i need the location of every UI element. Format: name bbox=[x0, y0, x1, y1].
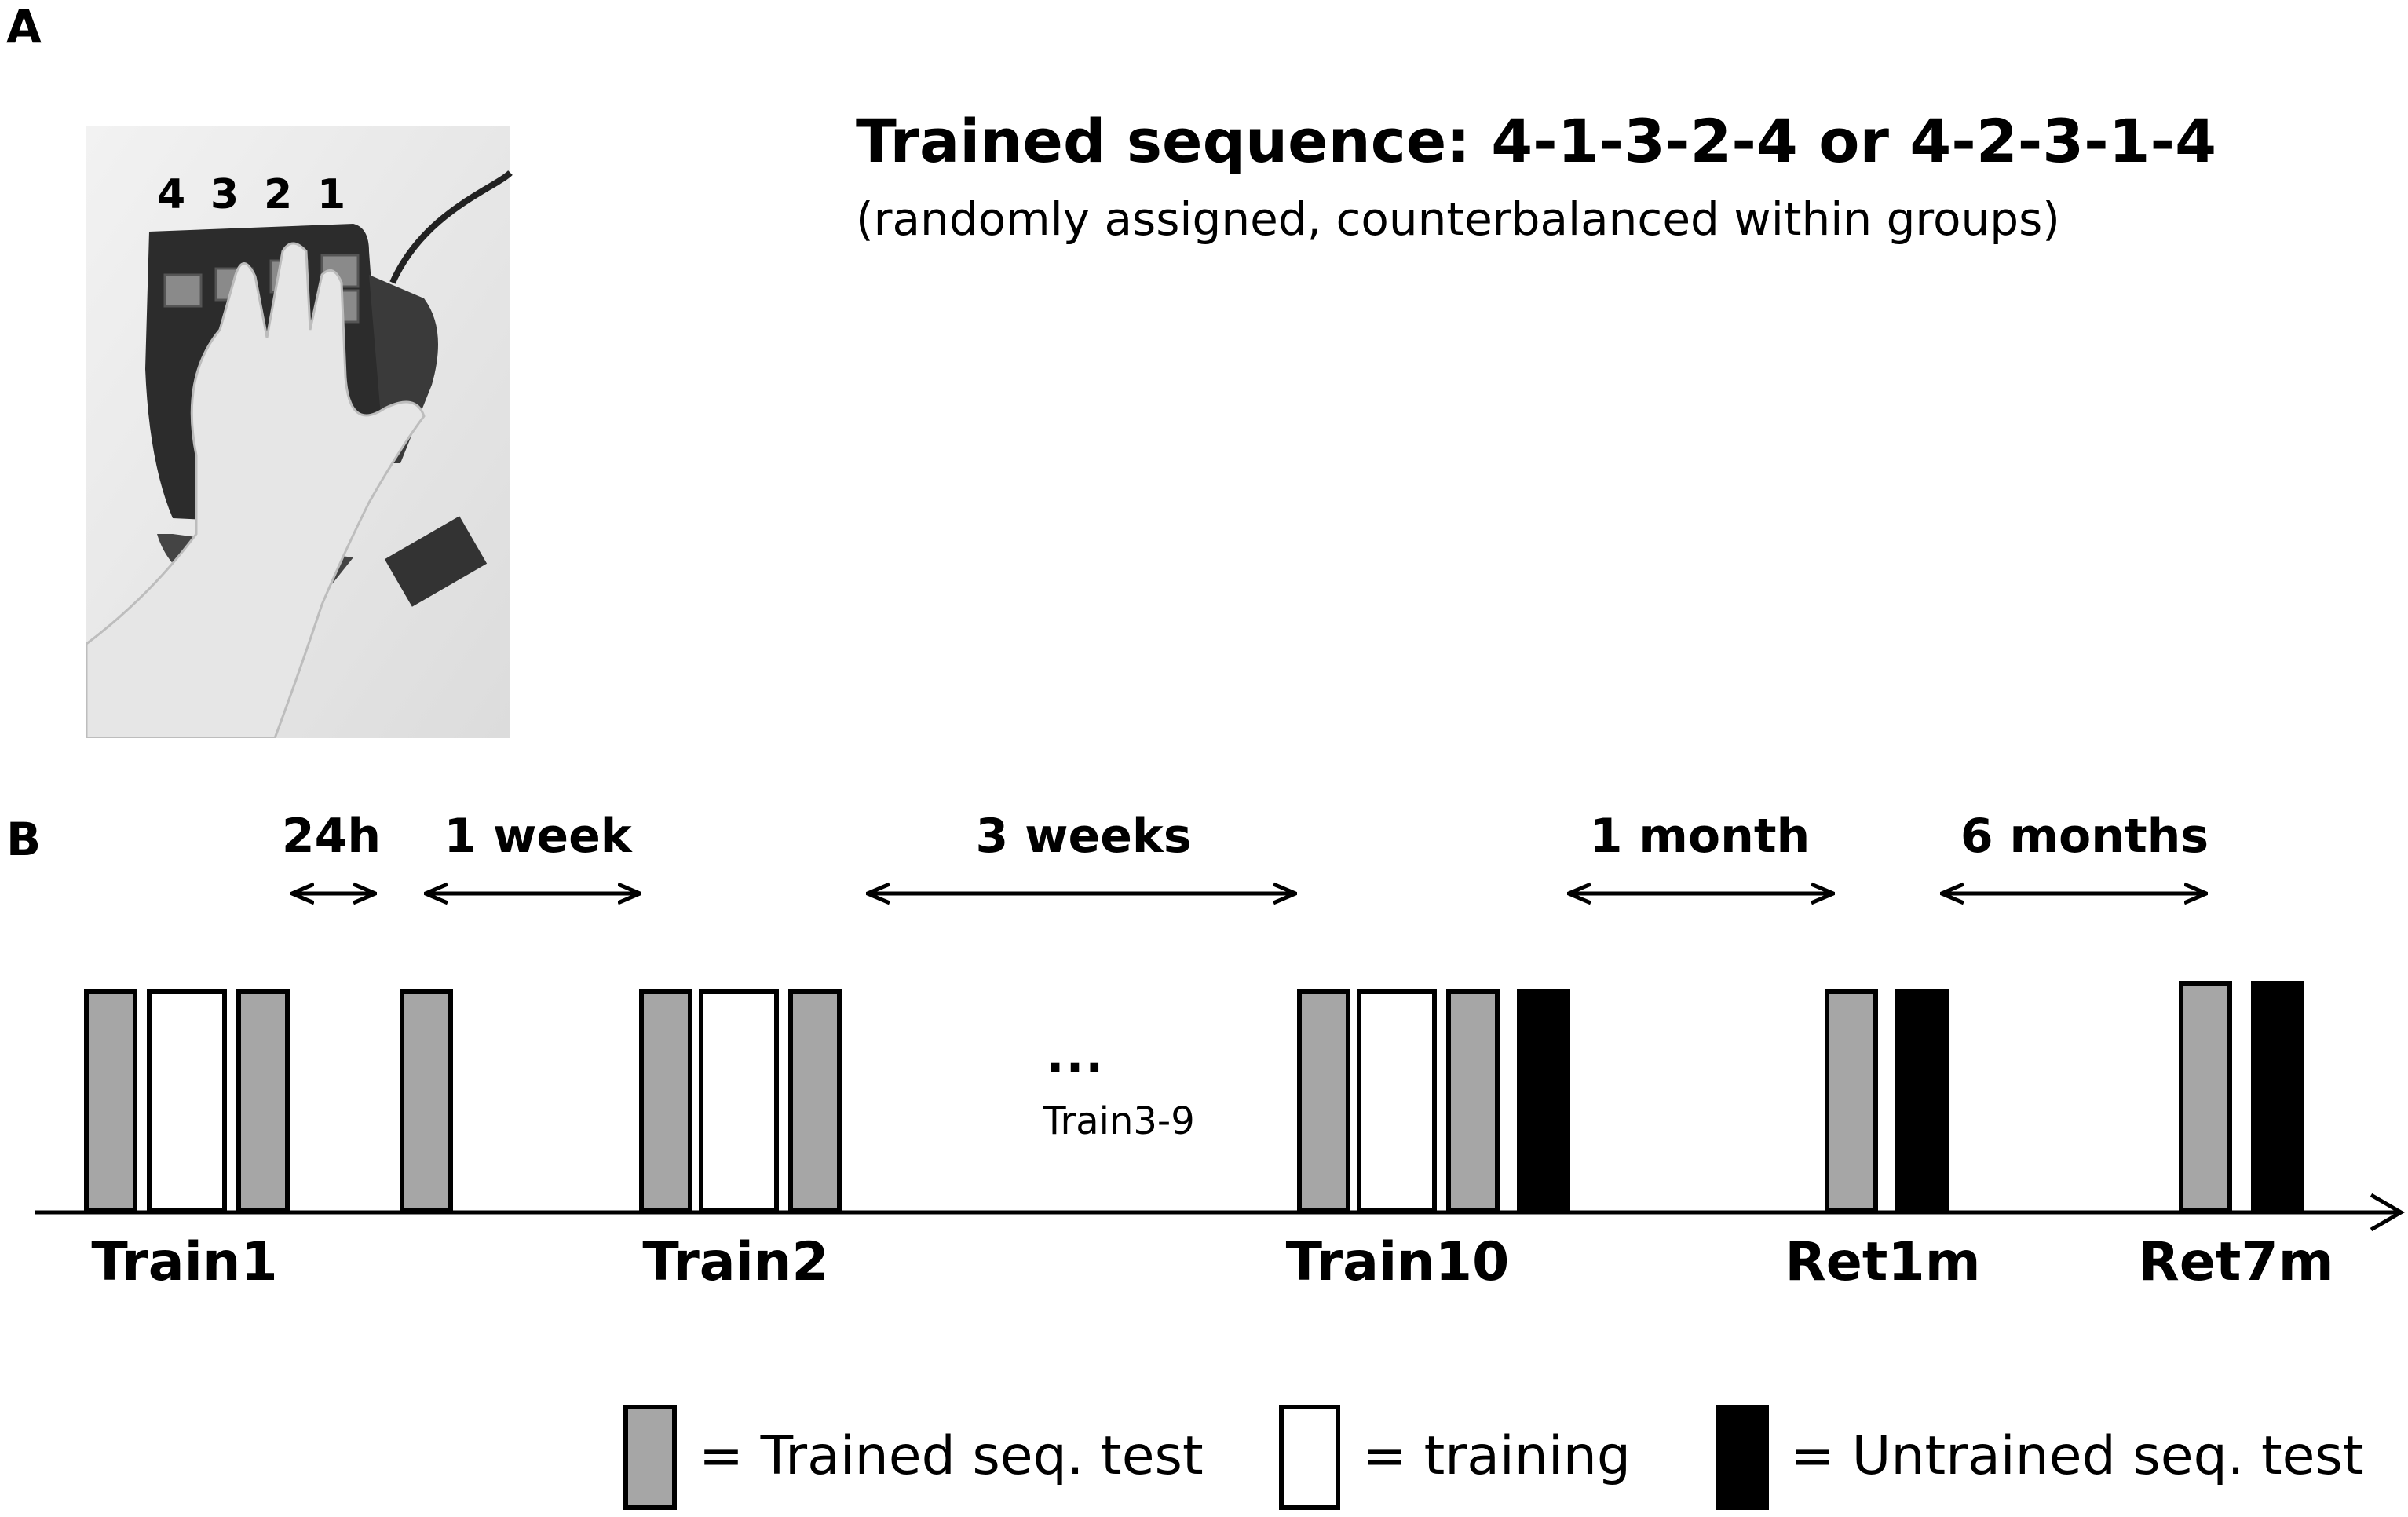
interval-label-1-week: 1 week bbox=[444, 809, 632, 864]
legend-label-trained: = Trained seq. test bbox=[699, 1425, 1204, 1487]
block-untrained-test bbox=[1895, 989, 1949, 1212]
gap-label-train3-9: Train3-9 bbox=[1043, 1099, 1195, 1143]
block-training bbox=[1357, 989, 1437, 1212]
session-label-train2: Train2 bbox=[642, 1231, 829, 1293]
block-untrained-test bbox=[1517, 989, 1570, 1212]
block-trained-test bbox=[1446, 989, 1500, 1212]
block-trained-test bbox=[84, 989, 137, 1212]
session-label-ret7m: Ret7m bbox=[2138, 1231, 2334, 1293]
session-label-train1: Train1 bbox=[91, 1231, 278, 1293]
trained-sequence-subtitle: (randomly assigned, counterbalanced with… bbox=[856, 192, 2060, 246]
block-trained-test bbox=[2179, 981, 2232, 1212]
block-trained-test bbox=[639, 989, 692, 1212]
block-trained-test bbox=[236, 989, 290, 1212]
key-number-1: 1 bbox=[317, 171, 346, 218]
key-number-4: 4 bbox=[157, 171, 186, 218]
block-training bbox=[699, 989, 779, 1212]
block-untrained-test bbox=[2251, 981, 2304, 1212]
interval-label-24h: 24h bbox=[281, 809, 382, 864]
legend-swatch-untrained bbox=[1716, 1405, 1769, 1510]
interval-label-1-month: 1 month bbox=[1589, 809, 1811, 864]
legend-swatch-trained bbox=[623, 1405, 677, 1510]
block-trained-test bbox=[1825, 989, 1878, 1212]
key-number-3: 3 bbox=[210, 171, 239, 218]
key-number-2: 2 bbox=[264, 171, 293, 218]
keypad-hand-photo bbox=[86, 126, 513, 738]
session-label-train10: Train10 bbox=[1285, 1231, 1510, 1293]
block-training bbox=[147, 989, 227, 1212]
panel-a-label: A bbox=[6, 0, 42, 53]
trained-sequence-title: Trained sequence: 4-1-3-2-4 or 4-2-3-1-4 bbox=[856, 106, 2216, 176]
block-trained-test bbox=[788, 989, 842, 1212]
panel-b-label: B bbox=[6, 813, 42, 866]
interval-label-3-weeks: 3 weeks bbox=[975, 809, 1192, 864]
legend-swatch-training bbox=[1279, 1405, 1340, 1510]
legend-label-training: = training bbox=[1362, 1425, 1632, 1487]
gap-dots: ... bbox=[1046, 1029, 1105, 1084]
legend-label-untrained: = Untrained seq. test bbox=[1790, 1425, 2364, 1487]
session-label-ret1m: Ret1m bbox=[1785, 1231, 1981, 1293]
timeline-arrowhead bbox=[2370, 1193, 2405, 1232]
block-trained-test bbox=[1297, 989, 1350, 1212]
block-trained-test bbox=[400, 989, 453, 1212]
interval-label-6-months: 6 months bbox=[1960, 809, 2209, 864]
